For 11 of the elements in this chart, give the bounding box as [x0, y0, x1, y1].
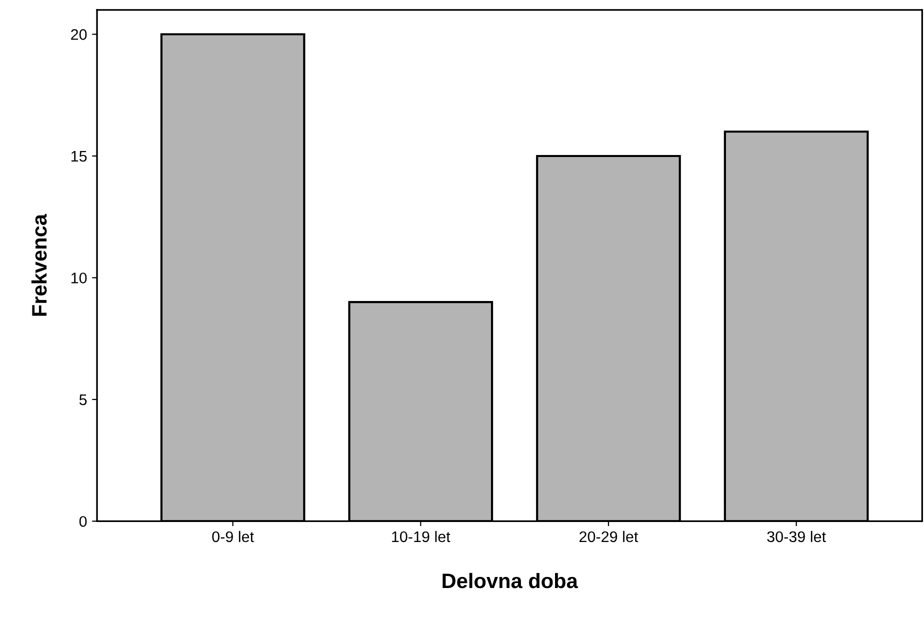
y-tick-label: 0 — [79, 516, 87, 527]
x-tick-label: 0-9 let — [212, 530, 254, 542]
y-tick-label: 10 — [71, 272, 87, 284]
y-axis-title: Frekvenca — [31, 214, 47, 316]
x-tick-label: 30-39 let — [767, 530, 826, 542]
y-tick-label: 5 — [79, 394, 87, 406]
x-axis-title: Delovna doba — [442, 572, 578, 588]
y-tick-label: 20 — [71, 29, 87, 40]
x-tick-label: 10-19 let — [392, 530, 450, 542]
x-tick-label: 20-29 let — [580, 530, 638, 542]
y-tick-label: 15 — [71, 151, 87, 162]
